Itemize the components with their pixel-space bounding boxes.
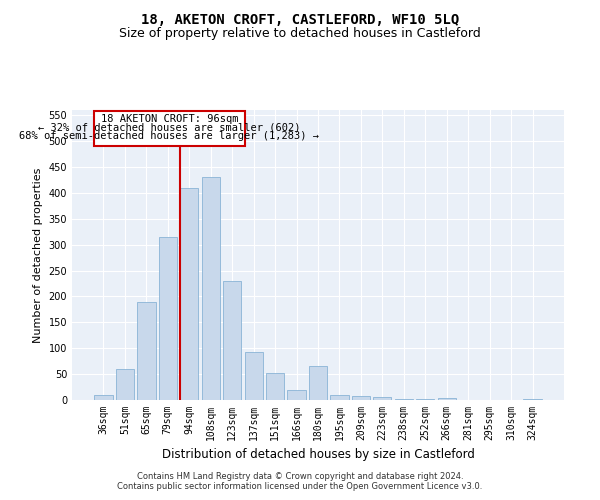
Bar bbox=[373, 398, 391, 400]
Text: 18 AKETON CROFT: 96sqm: 18 AKETON CROFT: 96sqm bbox=[101, 114, 238, 124]
Bar bbox=[309, 366, 327, 400]
Bar bbox=[331, 395, 349, 400]
Bar bbox=[159, 237, 177, 400]
Text: Contains public sector information licensed under the Open Government Licence v3: Contains public sector information licen… bbox=[118, 482, 482, 491]
Y-axis label: Number of detached properties: Number of detached properties bbox=[33, 168, 43, 342]
Bar bbox=[266, 372, 284, 400]
Bar bbox=[245, 352, 263, 400]
X-axis label: Distribution of detached houses by size in Castleford: Distribution of detached houses by size … bbox=[161, 448, 475, 462]
FancyBboxPatch shape bbox=[94, 111, 245, 146]
Text: ← 32% of detached houses are smaller (602): ← 32% of detached houses are smaller (60… bbox=[38, 122, 301, 132]
Bar bbox=[137, 302, 155, 400]
Bar bbox=[437, 398, 456, 400]
Text: Size of property relative to detached houses in Castleford: Size of property relative to detached ho… bbox=[119, 28, 481, 40]
Text: Contains HM Land Registry data © Crown copyright and database right 2024.: Contains HM Land Registry data © Crown c… bbox=[137, 472, 463, 481]
Bar bbox=[523, 399, 542, 400]
Bar bbox=[287, 390, 305, 400]
Bar bbox=[94, 395, 113, 400]
Bar bbox=[202, 178, 220, 400]
Bar bbox=[352, 396, 370, 400]
Text: 18, AKETON CROFT, CASTLEFORD, WF10 5LQ: 18, AKETON CROFT, CASTLEFORD, WF10 5LQ bbox=[141, 12, 459, 26]
Bar bbox=[180, 188, 199, 400]
Bar bbox=[116, 369, 134, 400]
Bar bbox=[223, 281, 241, 400]
Text: 68% of semi-detached houses are larger (1,283) →: 68% of semi-detached houses are larger (… bbox=[19, 130, 319, 140]
